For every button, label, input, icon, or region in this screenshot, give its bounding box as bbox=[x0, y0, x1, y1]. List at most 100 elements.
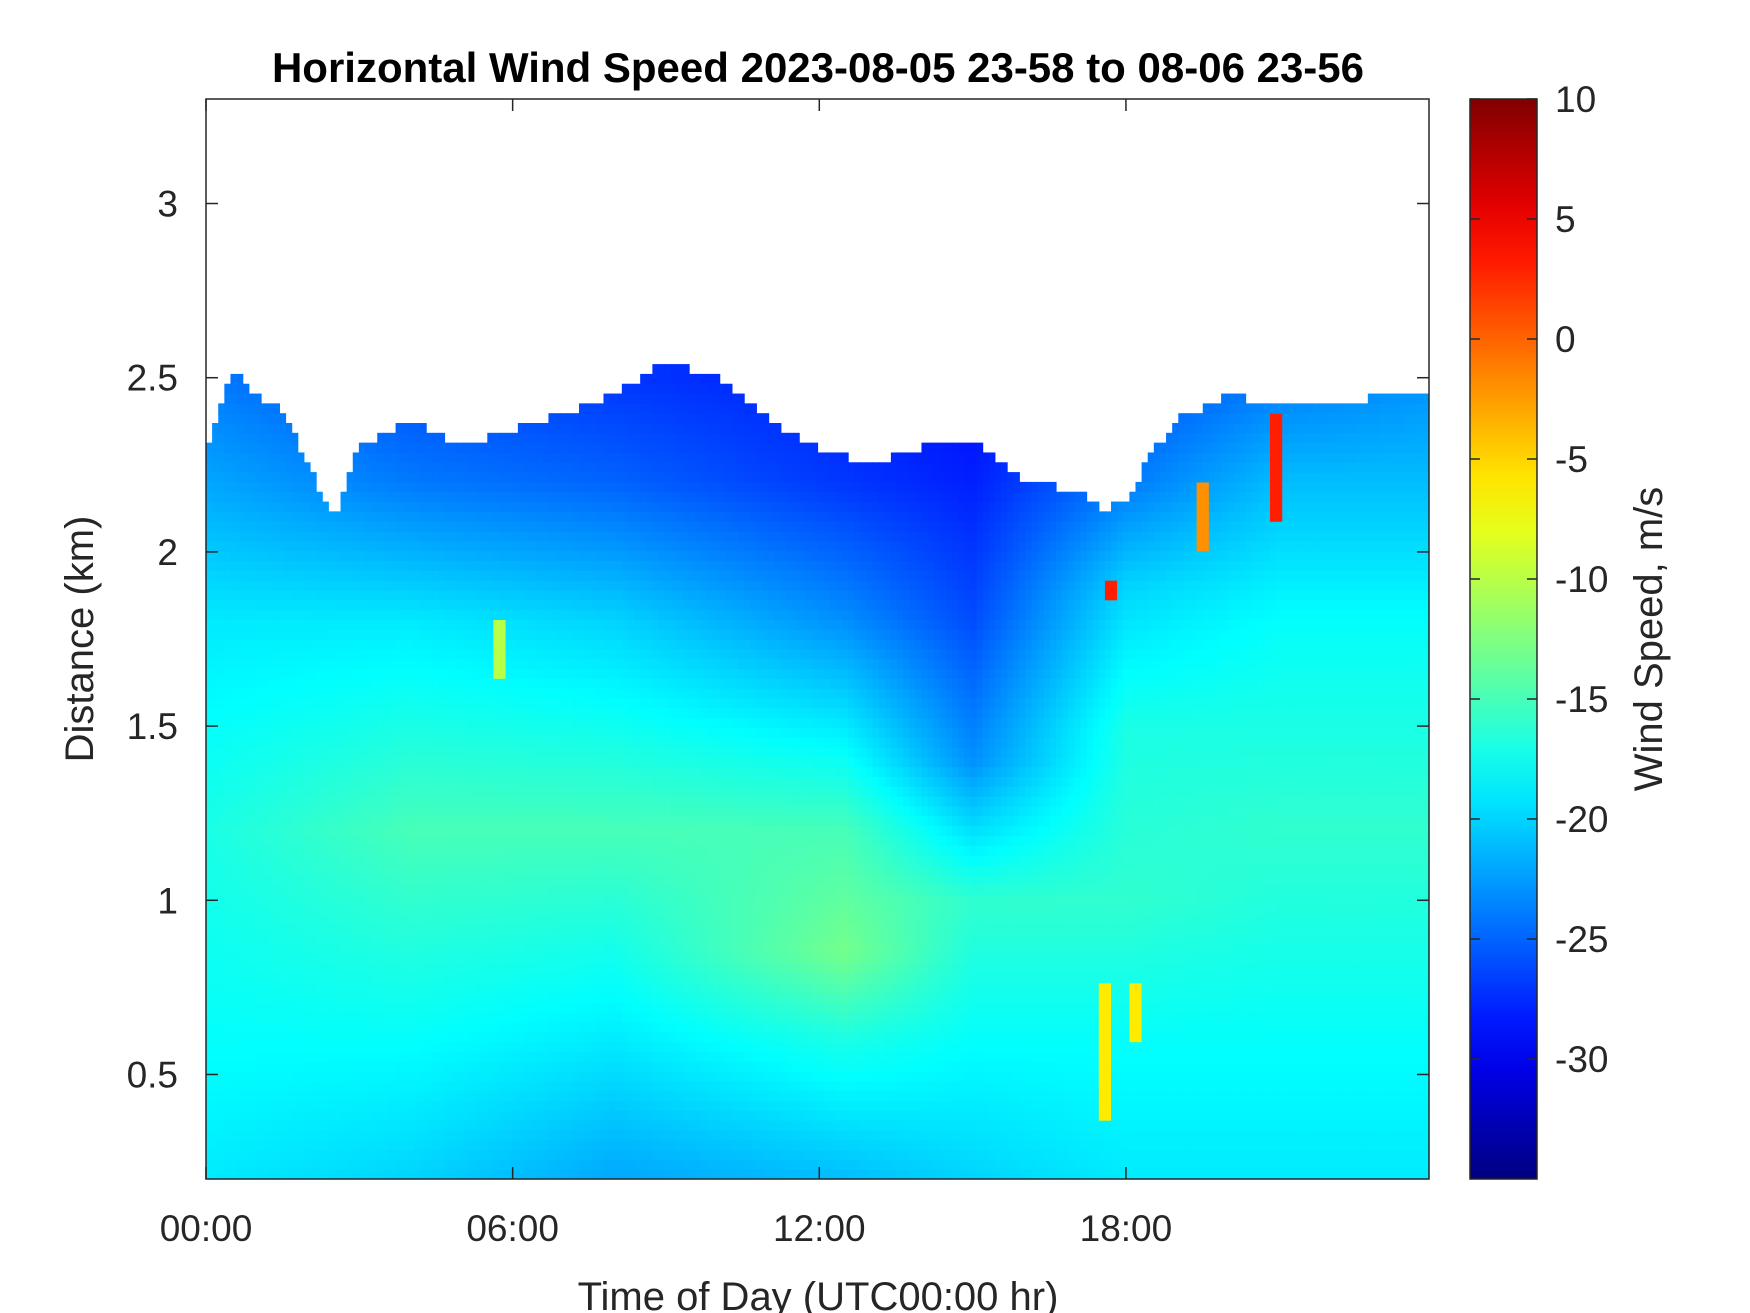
heatmap-cell bbox=[224, 659, 231, 669]
heatmap-cell bbox=[481, 668, 488, 678]
heatmap-cell bbox=[426, 462, 433, 472]
heatmap-cell bbox=[506, 816, 513, 826]
heatmap-cell bbox=[316, 718, 323, 728]
heatmap-cell bbox=[475, 678, 482, 688]
heatmap-cell bbox=[500, 992, 507, 1002]
heatmap-cell bbox=[438, 1061, 445, 1071]
heatmap-cell bbox=[285, 610, 292, 620]
heatmap-cell bbox=[255, 560, 262, 570]
heatmap-cell bbox=[206, 1110, 213, 1120]
heatmap-cell bbox=[426, 600, 433, 610]
heatmap-cell bbox=[224, 452, 231, 462]
heatmap-cell bbox=[585, 541, 592, 551]
heatmap-column bbox=[224, 384, 231, 1180]
heatmap-cell bbox=[487, 1071, 494, 1081]
heatmap-cell bbox=[237, 413, 244, 423]
heatmap-cell bbox=[353, 1140, 360, 1150]
heatmap-cell bbox=[555, 1091, 562, 1101]
heatmap-cell bbox=[237, 570, 244, 580]
heatmap-cell bbox=[475, 472, 482, 482]
heatmap-cell bbox=[493, 1159, 500, 1169]
heatmap-cell bbox=[212, 983, 219, 993]
heatmap-cell bbox=[524, 462, 531, 472]
heatmap-cell bbox=[481, 1022, 488, 1032]
heatmap-cell bbox=[359, 629, 366, 639]
heatmap-cell bbox=[500, 865, 507, 875]
heatmap-cell bbox=[469, 531, 476, 541]
heatmap-cell bbox=[591, 875, 598, 885]
heatmap-cell bbox=[463, 521, 470, 531]
heatmap-cell bbox=[573, 1091, 580, 1101]
heatmap-cell bbox=[279, 992, 286, 1002]
heatmap-cell bbox=[579, 845, 586, 855]
heatmap-cell bbox=[444, 767, 451, 777]
heatmap-cell bbox=[341, 835, 348, 845]
heatmap-cell bbox=[561, 629, 568, 639]
heatmap-cell bbox=[322, 747, 329, 757]
heatmap-cell bbox=[475, 875, 482, 885]
heatmap-cell bbox=[389, 521, 396, 531]
heatmap-cell bbox=[542, 983, 549, 993]
heatmap-cell bbox=[377, 884, 384, 894]
heatmap-cell bbox=[408, 865, 415, 875]
heatmap-cell bbox=[530, 1061, 537, 1071]
heatmap-cell bbox=[310, 855, 317, 865]
heatmap-cell bbox=[261, 884, 268, 894]
heatmap-cell bbox=[334, 1022, 341, 1032]
heatmap-cell bbox=[585, 737, 592, 747]
heatmap-cell bbox=[561, 531, 568, 541]
heatmap-cell bbox=[371, 737, 378, 747]
heatmap-cell bbox=[463, 1002, 470, 1012]
heatmap-cell bbox=[402, 1022, 409, 1032]
heatmap-cell bbox=[402, 963, 409, 973]
heatmap-cell bbox=[371, 1120, 378, 1130]
heatmap-cell bbox=[267, 610, 274, 620]
heatmap-cell bbox=[206, 1032, 213, 1042]
heatmap-cell bbox=[438, 826, 445, 836]
heatmap-cell bbox=[518, 1032, 525, 1042]
heatmap-cell bbox=[518, 698, 525, 708]
heatmap-cell bbox=[530, 953, 537, 963]
heatmap-cell bbox=[591, 727, 598, 737]
heatmap-cell bbox=[567, 1140, 574, 1150]
heatmap-cell bbox=[591, 894, 598, 904]
heatmap-cell bbox=[561, 678, 568, 688]
heatmap-cell bbox=[255, 708, 262, 718]
heatmap-cell bbox=[347, 718, 354, 728]
heatmap-cell bbox=[432, 934, 439, 944]
heatmap-cell bbox=[218, 1120, 225, 1130]
heatmap-cell bbox=[292, 600, 299, 610]
heatmap-cell bbox=[267, 423, 274, 433]
heatmap-cell bbox=[420, 1022, 427, 1032]
heatmap-cell bbox=[316, 619, 323, 629]
heatmap-cell bbox=[408, 806, 415, 816]
heatmap-cell bbox=[530, 757, 537, 767]
heatmap-cell bbox=[310, 1051, 317, 1061]
heatmap-cell bbox=[487, 511, 494, 521]
heatmap-cell bbox=[512, 570, 519, 580]
heatmap-cell bbox=[542, 590, 549, 600]
heatmap-cell bbox=[298, 590, 305, 600]
heatmap-cell bbox=[359, 511, 366, 521]
heatmap-cell bbox=[451, 747, 458, 757]
heatmap-cell bbox=[237, 580, 244, 590]
heatmap-cell bbox=[206, 560, 213, 570]
heatmap-cell bbox=[493, 1100, 500, 1110]
heatmap-cell bbox=[444, 1130, 451, 1140]
heatmap-cell bbox=[267, 737, 274, 747]
heatmap-cell bbox=[365, 629, 372, 639]
heatmap-cell bbox=[273, 1140, 280, 1150]
heatmap-cell bbox=[292, 806, 299, 816]
heatmap-cell bbox=[267, 757, 274, 767]
heatmap-cell bbox=[426, 806, 433, 816]
heatmap-cell bbox=[285, 718, 292, 728]
heatmap-cell bbox=[267, 511, 274, 521]
heatmap-cell bbox=[444, 600, 451, 610]
heatmap-cell bbox=[322, 551, 329, 561]
heatmap-cell bbox=[334, 855, 341, 865]
heatmap-cell bbox=[591, 747, 598, 757]
heatmap-cell bbox=[396, 727, 403, 737]
heatmap-cell bbox=[597, 786, 604, 796]
heatmap-cell bbox=[212, 1120, 219, 1130]
heatmap-cell bbox=[432, 767, 439, 777]
